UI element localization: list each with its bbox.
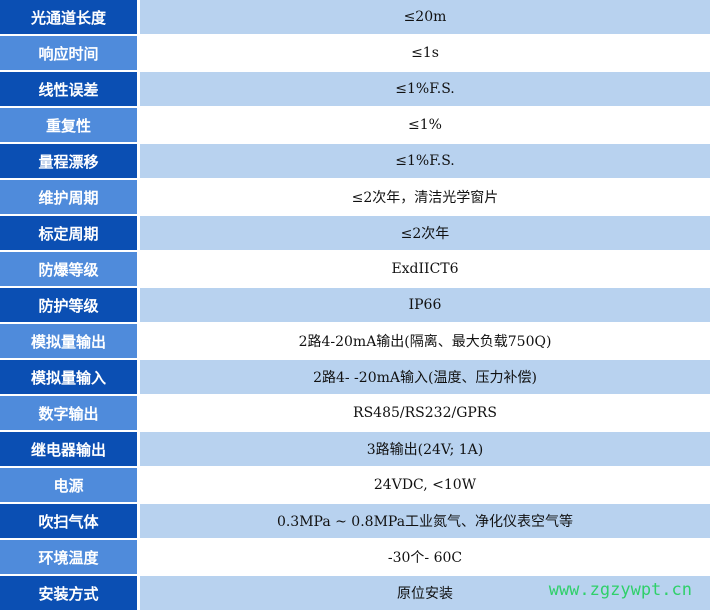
- table-row: 电源 24VDC, <10W: [0, 468, 710, 502]
- table-row: 标定周期 ≤2次年: [0, 216, 710, 250]
- table-row: 环境温度 -30个- 60C: [0, 540, 710, 574]
- spec-label: 维护周期: [0, 180, 137, 214]
- spec-label: 线性误差: [0, 72, 137, 106]
- watermark: www.zgzywpt.cn: [548, 580, 692, 600]
- table-row: 吹扫气体 0.3MPa ~ 0.8MPa工业氮气、净化仪表空气等: [0, 504, 710, 538]
- spec-label: 重复性: [0, 108, 137, 142]
- table-row: 响应时间 ≤1s: [0, 36, 710, 70]
- spec-value: ≤2次年，清洁光学窗片: [140, 180, 710, 214]
- spec-value: ≤1s: [140, 36, 710, 70]
- spec-label: 电源: [0, 468, 137, 502]
- spec-label: 模拟量输入: [0, 360, 137, 394]
- spec-label: 模拟量输出: [0, 324, 137, 358]
- table-row: 光通道长度 ≤20m: [0, 0, 710, 34]
- spec-value: ≤1%F.S.: [140, 72, 710, 106]
- spec-value: 原位安装: [140, 576, 710, 610]
- spec-value: 0.3MPa ~ 0.8MPa工业氮气、净化仪表空气等: [140, 504, 710, 538]
- table-row: 量程漂移 ≤1%F.S.: [0, 144, 710, 178]
- table-row: 数字输出 RS485/RS232/GPRS: [0, 396, 710, 430]
- spec-label: 量程漂移: [0, 144, 137, 178]
- table-row: 模拟量输入 2路4- -20mA输入(温度、压力补偿): [0, 360, 710, 394]
- table-row: 继电器输出 3路输出(24V; 1A): [0, 432, 710, 466]
- spec-label: 防护等级: [0, 288, 137, 322]
- table-row: 防爆等级 ExdIICT6: [0, 252, 710, 286]
- spec-value: -30个- 60C: [140, 540, 710, 574]
- spec-value: ExdIICT6: [140, 252, 710, 286]
- spec-label: 环境温度: [0, 540, 137, 574]
- spec-value: 24VDC, <10W: [140, 468, 710, 502]
- spec-label: 吹扫气体: [0, 504, 137, 538]
- spec-label: 标定周期: [0, 216, 137, 250]
- spec-value: ≤2次年: [140, 216, 710, 250]
- spec-label: 安装方式: [0, 576, 137, 610]
- table-row: 防护等级 IP66: [0, 288, 710, 322]
- spec-label: 继电器输出: [0, 432, 137, 466]
- spec-label: 响应时间: [0, 36, 137, 70]
- spec-value: RS485/RS232/GPRS: [140, 396, 710, 430]
- spec-value: ≤1%: [140, 108, 710, 142]
- table-row: 重复性 ≤1%: [0, 108, 710, 142]
- spec-value: 3路输出(24V; 1A): [140, 432, 710, 466]
- table-row: 安装方式 原位安装: [0, 576, 710, 610]
- spec-label: 数字输出: [0, 396, 137, 430]
- spec-value: 2路4-20mA输出(隔离、最大负载750Q): [140, 324, 710, 358]
- table-row: 维护周期 ≤2次年，清洁光学窗片: [0, 180, 710, 214]
- spec-label: 防爆等级: [0, 252, 137, 286]
- spec-value: 2路4- -20mA输入(温度、压力补偿): [140, 360, 710, 394]
- spec-value: IP66: [140, 288, 710, 322]
- spec-value: ≤1%F.S.: [140, 144, 710, 178]
- table-row: 模拟量输出 2路4-20mA输出(隔离、最大负载750Q): [0, 324, 710, 358]
- spec-value: ≤20m: [140, 0, 710, 34]
- table-row: 线性误差 ≤1%F.S.: [0, 72, 710, 106]
- spec-label: 光通道长度: [0, 0, 137, 34]
